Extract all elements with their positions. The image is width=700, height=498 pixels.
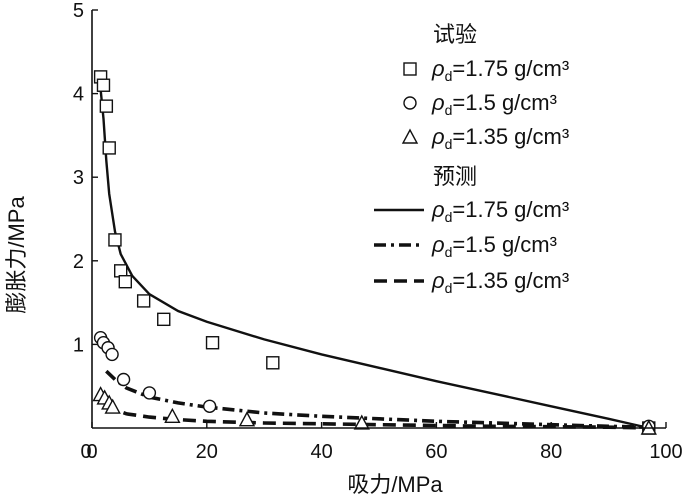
x-tick-label: 20 bbox=[196, 441, 218, 463]
data-point-square bbox=[102, 141, 116, 155]
data-point-triangle bbox=[353, 414, 370, 430]
x-tick-label: 60 bbox=[425, 441, 447, 463]
data-point-triangle bbox=[164, 407, 181, 423]
y-tick-label: 4 bbox=[73, 84, 84, 106]
legend-label: ρd=1.5 g/cm³ bbox=[431, 90, 557, 118]
plot-area bbox=[92, 70, 657, 435]
data-point-circle bbox=[202, 399, 217, 413]
data-point-circle bbox=[105, 347, 119, 362]
legend-title-prediction: 预测 bbox=[433, 164, 477, 189]
y-tick-label: 2 bbox=[73, 251, 84, 273]
prediction-curve-3 bbox=[99, 89, 650, 430]
x-tick-label: 0 bbox=[86, 441, 97, 463]
data-point-triangle bbox=[104, 398, 121, 414]
legend-label: ρd=1.5 g/cm³ bbox=[431, 232, 557, 260]
data-point-circle bbox=[116, 372, 131, 387]
data-point-triangle bbox=[238, 411, 256, 427]
legend-marker-circle bbox=[403, 96, 417, 110]
x-tick-label: 100 bbox=[649, 441, 682, 463]
prediction-curve-4 bbox=[105, 369, 649, 429]
data-point-square bbox=[96, 78, 111, 92]
legend-title-test: 试验 bbox=[433, 22, 477, 47]
y-tick-label: 3 bbox=[73, 167, 84, 189]
data-point-square bbox=[118, 275, 132, 289]
data-point-square bbox=[136, 294, 151, 308]
legend-label: ρd=1.35 g/cm³ bbox=[431, 268, 569, 296]
data-point-square bbox=[205, 336, 220, 350]
x-axis-title: 吸力/MPa bbox=[347, 472, 443, 497]
legend-label: ρd=1.75 g/cm³ bbox=[431, 56, 569, 84]
prediction-curve-5 bbox=[105, 401, 649, 430]
legend-marker-square bbox=[403, 62, 417, 76]
legend-label: ρd=1.75 g/cm³ bbox=[431, 197, 569, 225]
axes: 0 20 40 60 80 100 1 2 3 4 5 0 bbox=[73, 0, 683, 463]
data-point-circle bbox=[142, 386, 157, 400]
legend-label: ρd=1.35 g/cm³ bbox=[431, 124, 569, 152]
data-point-square bbox=[266, 356, 280, 370]
y-axis-title: 膨胀力/MPa bbox=[4, 196, 29, 314]
legend-marker-triangle bbox=[401, 128, 419, 144]
x-tick-label: 0 bbox=[80, 441, 91, 463]
data-point-square bbox=[108, 233, 122, 247]
y-tick-label: 1 bbox=[73, 334, 84, 356]
data-point-square bbox=[157, 312, 171, 327]
x-tick-label: 80 bbox=[540, 441, 562, 463]
y-tick-label: 5 bbox=[73, 0, 84, 22]
data-point-square bbox=[99, 99, 114, 113]
x-tick-label: 40 bbox=[310, 441, 332, 463]
